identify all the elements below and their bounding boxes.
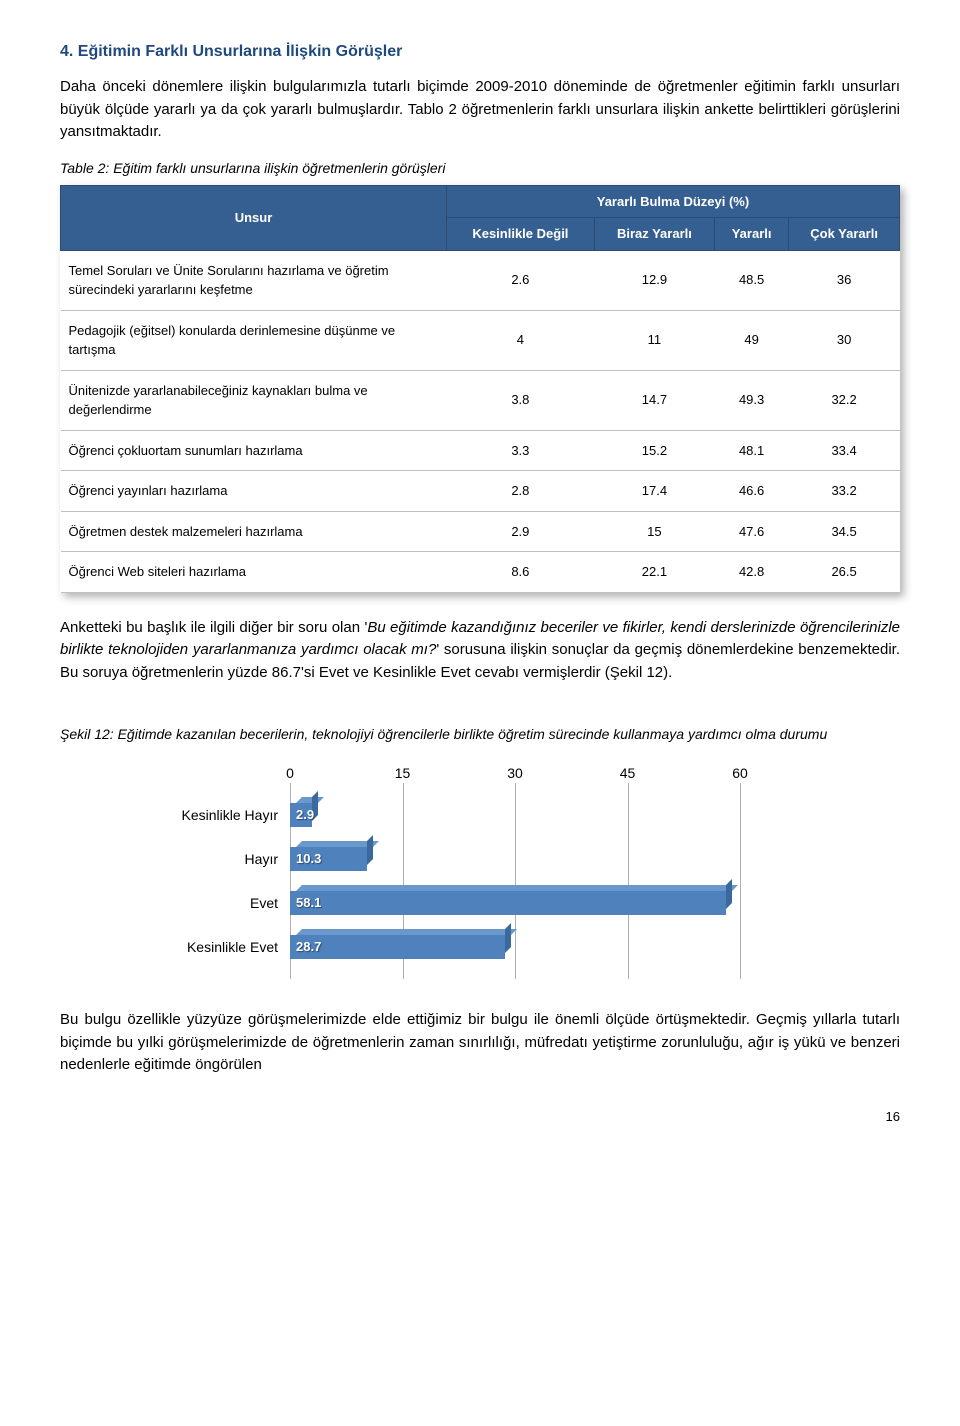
page-number: 16: [60, 1107, 900, 1127]
table-row: Temel Soruları ve Ünite Sorularını hazır…: [61, 250, 900, 310]
bar-label: Kesinlikle Evet: [160, 937, 290, 958]
bar: 58.1: [290, 891, 726, 915]
cell-value: 2.6: [446, 250, 594, 310]
row-label: Temel Soruları ve Ünite Sorularını hazır…: [61, 250, 447, 310]
table-row: Öğrenci çokluortam sunumları hazırlama3.…: [61, 430, 900, 471]
cell-value: 3.8: [446, 370, 594, 430]
bar-value: 2.9: [296, 805, 314, 825]
cell-value: 14.7: [594, 370, 714, 430]
cell-value: 33.2: [789, 471, 900, 512]
cell-value: 36: [789, 250, 900, 310]
cell-value: 15.2: [594, 430, 714, 471]
cell-value: 32.2: [789, 370, 900, 430]
cell-value: 48.5: [715, 250, 789, 310]
intro-paragraph: Daha önceki dönemlere ilişkin bulgularım…: [60, 76, 900, 144]
cell-value: 4: [446, 310, 594, 370]
bar-value: 28.7: [296, 937, 321, 957]
axis-tick-label: 0: [286, 763, 294, 784]
cell-value: 33.4: [789, 430, 900, 471]
cell-value: 26.5: [789, 552, 900, 593]
cell-value: 15: [594, 511, 714, 552]
cell-value: 46.6: [715, 471, 789, 512]
axis-tick-label: 30: [507, 763, 523, 784]
cell-value: 22.1: [594, 552, 714, 593]
bar: 10.3: [290, 847, 367, 871]
para2-a: Anketteki bu başlık ile ilgili diğer bir…: [60, 619, 367, 636]
axis-tick-label: 15: [395, 763, 411, 784]
cell-value: 47.6: [715, 511, 789, 552]
cell-value: 49.3: [715, 370, 789, 430]
cell-value: 48.1: [715, 430, 789, 471]
table-row: Ünitenizde yararlanabileceğiniz kaynakla…: [61, 370, 900, 430]
bar-row: Hayır 10.3: [160, 837, 800, 881]
cell-value: 12.9: [594, 250, 714, 310]
cell-value: 2.9: [446, 511, 594, 552]
th-unsur: Unsur: [61, 185, 447, 250]
axis-tick-label: 60: [732, 763, 748, 784]
cell-value: 17.4: [594, 471, 714, 512]
row-label: Pedagojik (eğitsel) konularda derinlemes…: [61, 310, 447, 370]
question-paragraph: Anketteki bu başlık ile ilgili diğer bir…: [60, 617, 900, 685]
bar-row: Evet 58.1: [160, 881, 800, 925]
table-row: Pedagojik (eğitsel) konularda derinlemes…: [61, 310, 900, 370]
cell-value: 11: [594, 310, 714, 370]
row-label: Öğretmen destek malzemeleri hazırlama: [61, 511, 447, 552]
section-heading: 4. Eğitimin Farklı Unsurlarına İlişkin G…: [60, 40, 900, 64]
table-row: Öğrenci Web siteleri hazırlama8.622.142.…: [61, 552, 900, 593]
cell-value: 34.5: [789, 511, 900, 552]
cell-value: 42.8: [715, 552, 789, 593]
row-label: Öğrenci çokluortam sunumları hazırlama: [61, 430, 447, 471]
th-col-2: Yararlı: [715, 218, 789, 251]
th-col-0: Kesinlikle Değil: [446, 218, 594, 251]
bar-label: Evet: [160, 893, 290, 914]
cell-value: 49: [715, 310, 789, 370]
data-table: Unsur Yararlı Bulma Düzeyi (%) Kesinlikl…: [60, 185, 900, 593]
th-level: Yararlı Bulma Düzeyi (%): [446, 185, 899, 218]
chart-caption: Şekil 12: Eğitimde kazanılan becerilerin…: [60, 724, 900, 745]
bar-value: 58.1: [296, 893, 321, 913]
bar-row: Kesinlikle Evet 28.7: [160, 925, 800, 969]
row-label: Ünitenizde yararlanabileceğiniz kaynakla…: [61, 370, 447, 430]
table-row: Öğretmen destek malzemeleri hazırlama2.9…: [61, 511, 900, 552]
bar-label: Kesinlikle Hayır: [160, 805, 290, 826]
table-row: Öğrenci yayınları hazırlama2.817.446.633…: [61, 471, 900, 512]
bar: 28.7: [290, 935, 505, 959]
row-label: Öğrenci yayınları hazırlama: [61, 471, 447, 512]
bar-row: Kesinlikle Hayır 2.9: [160, 793, 800, 837]
bar-chart: 0 15 30 45 60 Kesinlikle Hayır 2.9 Hayır 10.3 Ev…: [160, 763, 800, 969]
bar: 2.9: [290, 803, 312, 827]
cell-value: 30: [789, 310, 900, 370]
cell-value: 3.3: [446, 430, 594, 471]
th-col-1: Biraz Yararlı: [594, 218, 714, 251]
row-label: Öğrenci Web siteleri hazırlama: [61, 552, 447, 593]
th-col-3: Çok Yararlı: [789, 218, 900, 251]
bar-label: Hayır: [160, 849, 290, 870]
bars-container: Kesinlikle Hayır 2.9 Hayır 10.3 Evet 58.1 Kesi…: [160, 793, 800, 969]
axis-tick-label: 45: [620, 763, 636, 784]
bar-value: 10.3: [296, 849, 321, 869]
cell-value: 8.6: [446, 552, 594, 593]
table-caption: Table 2: Eğitim farklı unsurlarına ilişk…: [60, 158, 900, 179]
cell-value: 2.8: [446, 471, 594, 512]
closing-paragraph: Bu bulgu özellikle yüzyüze görüşmelerimi…: [60, 1009, 900, 1077]
chart-axis: 015304560: [290, 763, 800, 783]
